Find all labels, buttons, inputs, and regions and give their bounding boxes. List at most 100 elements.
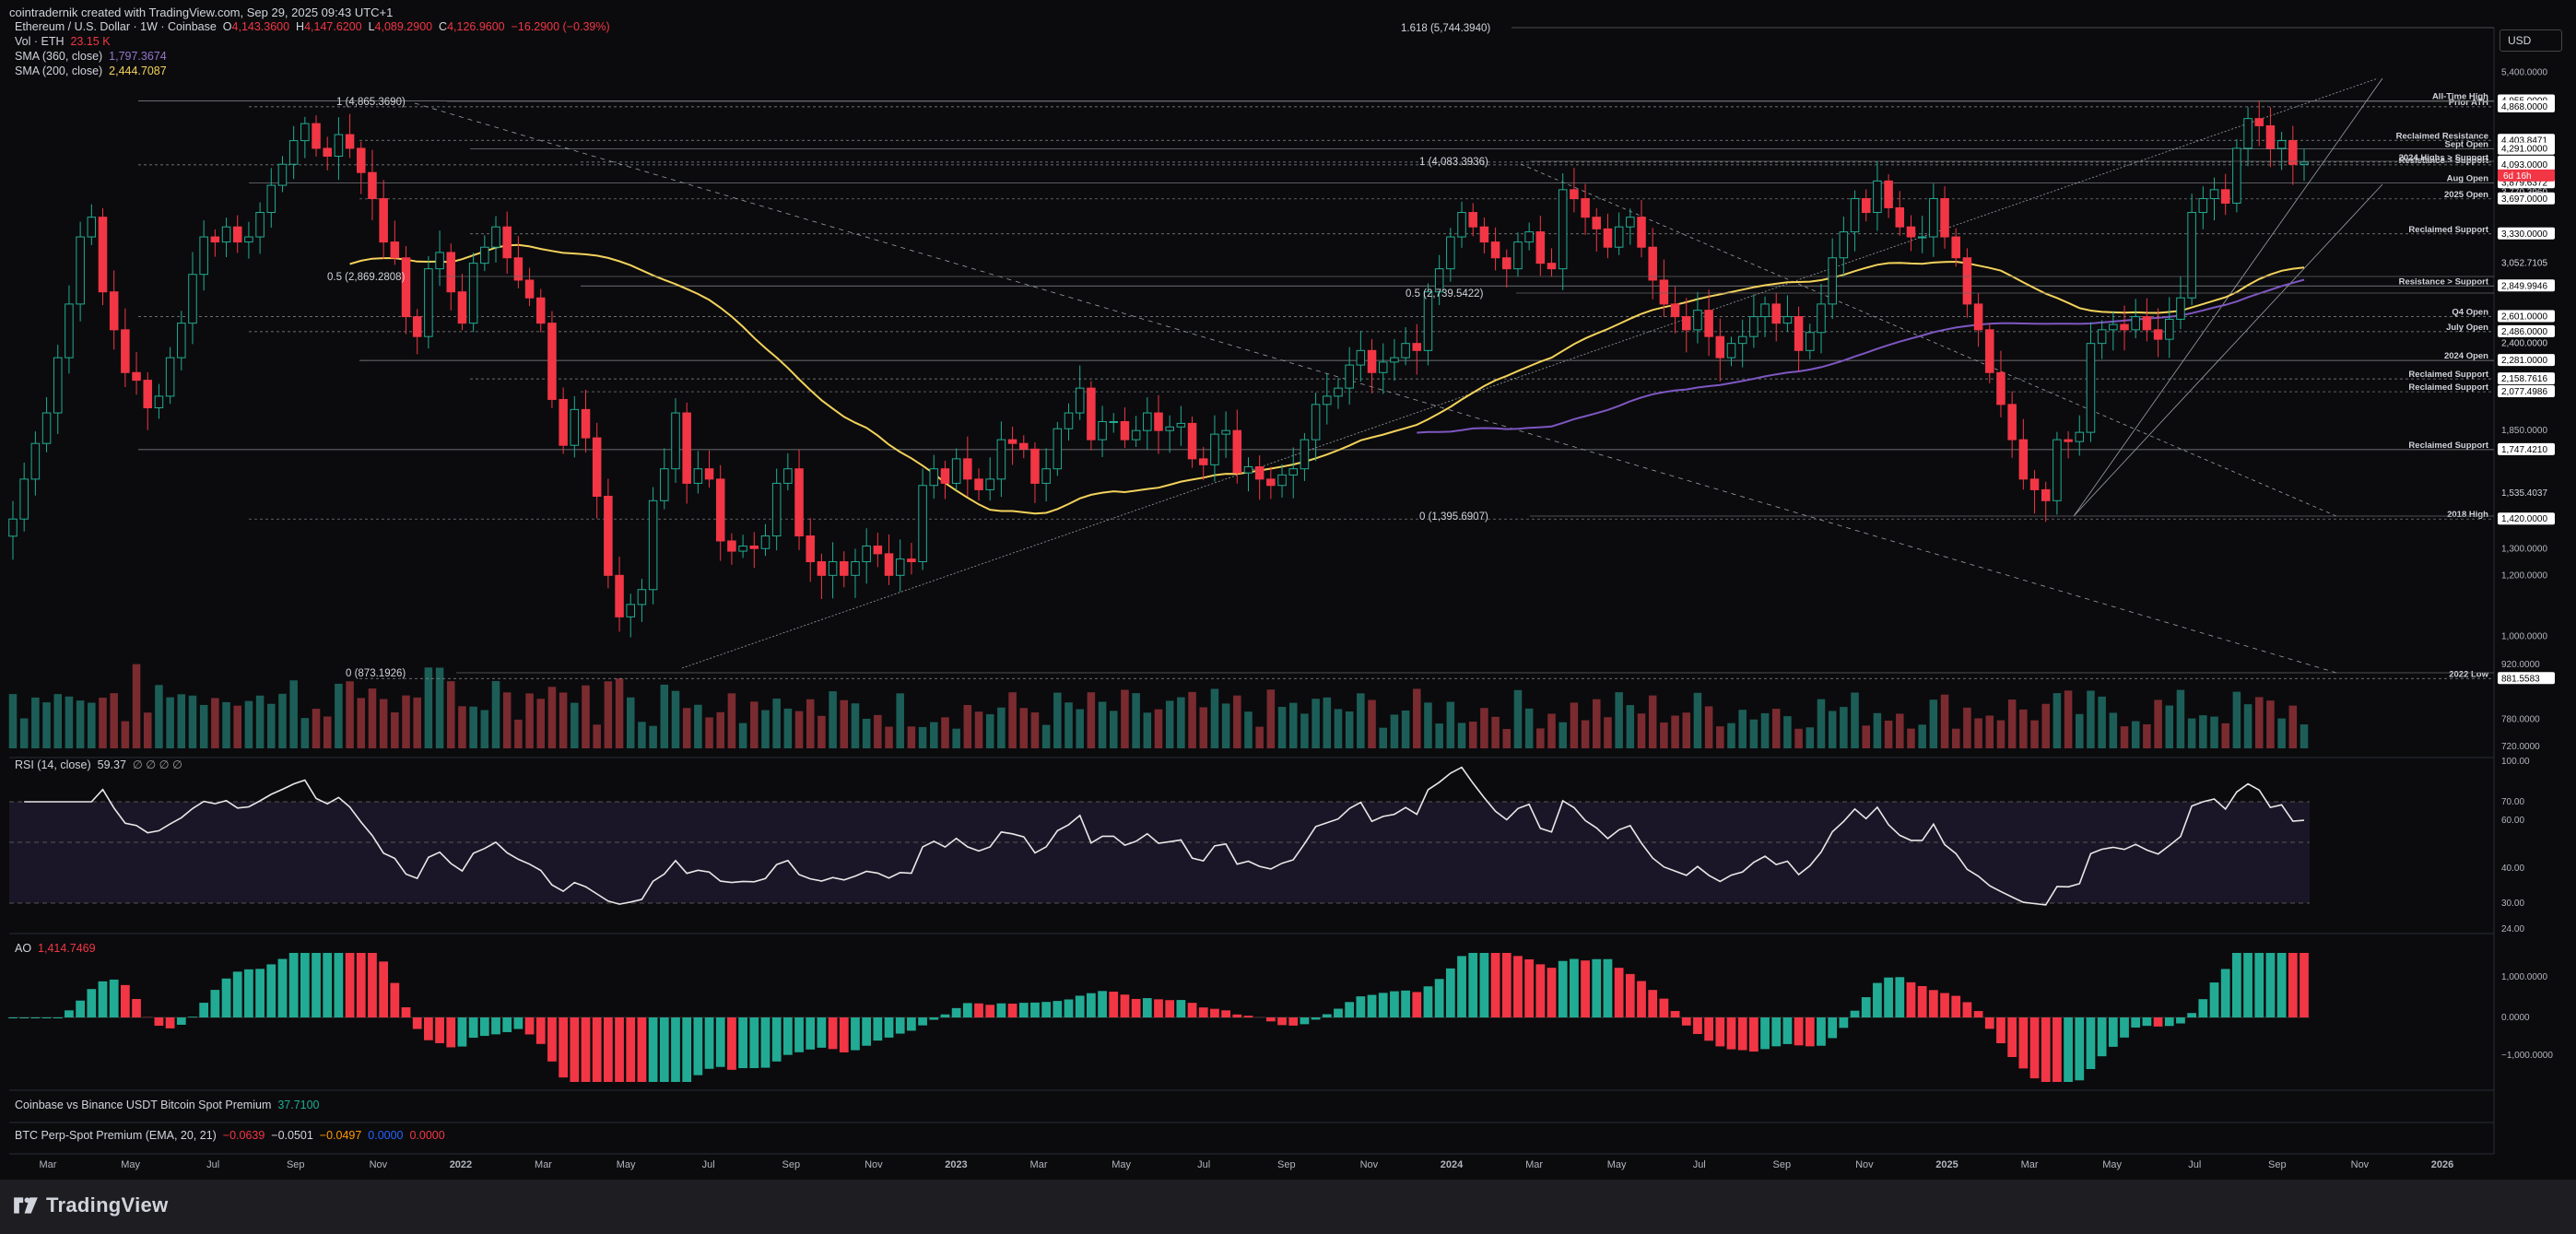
symbol-legend[interactable]: Ethereum / U.S. Dollar · 1W · Coinbase O… (15, 20, 610, 33)
ao-bar (1839, 1017, 1849, 1028)
ao-bar (637, 1017, 647, 1082)
time-axis-tick: Sep (2268, 1159, 2287, 1170)
volume-bar (907, 726, 916, 748)
volume-bar (1817, 699, 1826, 748)
ao-bar (862, 1017, 872, 1046)
candle-body (1603, 228, 1613, 248)
ao-bar (1524, 958, 1535, 1017)
level-label: Reclaimed Resistance (2396, 131, 2488, 141)
ao-bar (1782, 1017, 1793, 1044)
volume-bar (2030, 720, 2039, 748)
ao-bar (659, 1017, 669, 1082)
candle-body (2007, 404, 2017, 441)
tradingview-logo[interactable]: TradingView (13, 1193, 169, 1217)
perp-legend[interactable]: BTC Perp-Spot Premium (EMA, 20, 21) −0.0… (15, 1129, 445, 1142)
trend-line (414, 102, 2337, 674)
candle-body (604, 495, 613, 576)
time-axis-tick: Sep (1277, 1159, 1296, 1170)
volume-legend[interactable]: Vol · ETH 23.15 K (15, 35, 111, 48)
volume-bar (255, 695, 265, 748)
currency-selector[interactable]: USD (2500, 29, 2562, 52)
volume-bar (1199, 707, 1208, 748)
rsi-axis-tick: 70.00 (2501, 797, 2524, 807)
ao-bar (2064, 1017, 2073, 1082)
volume-bar (2098, 696, 2106, 748)
candle-body (1704, 310, 1713, 337)
price-tag: 3,052.7105 (2501, 258, 2547, 268)
candle-body (424, 268, 433, 337)
rsi-legend[interactable]: RSI (14, close) 59.37 ∅ ∅ ∅ ∅ (15, 758, 182, 771)
level-label: 2025 Open (2444, 190, 2488, 200)
volume-bar (772, 699, 781, 748)
volume-bar (1996, 720, 2006, 748)
ao-bar (1300, 1017, 1310, 1025)
ao-bar (907, 1017, 916, 1031)
countdown-label: 6d 16h (2503, 171, 2532, 182)
volume-bar (1547, 713, 1556, 748)
candle-body (177, 323, 186, 358)
volume-bar (1188, 691, 1196, 748)
candle-body (1771, 303, 1782, 324)
volume-bar (2277, 718, 2286, 748)
volume-bar (1401, 710, 1410, 748)
ao-bar (1760, 1017, 1770, 1050)
candle-body (1041, 468, 1051, 484)
ao-bar (547, 1017, 557, 1062)
volume-bar (1794, 728, 1803, 748)
candle-body (1547, 263, 1557, 270)
fib-label: 0.5 (2,869.2808) (327, 272, 406, 283)
candle-body (1131, 429, 1141, 441)
level-label: Q4 Open (2452, 307, 2488, 317)
volume-bar (1288, 702, 1298, 748)
premium-legend[interactable]: Coinbase vs Binance USDT Bitcoin Spot Pr… (15, 1099, 320, 1111)
volume-bar (1233, 695, 1241, 748)
candle-body (1007, 439, 1017, 444)
sma360-legend[interactable]: SMA (360, close) 1,797.3674 (15, 50, 167, 63)
volume-bar (1974, 718, 1982, 748)
ao-legend[interactable]: AO 1,414.7469 (15, 942, 96, 955)
level-label: Reclaimed Support (2408, 370, 2488, 380)
ao-bar (1187, 1003, 1197, 1017)
volume-bar (2199, 715, 2207, 748)
ao-bar (1547, 968, 1557, 1017)
ao-bar (232, 971, 242, 1017)
time-axis-tick: Nov (1855, 1159, 1874, 1170)
ao-bar (828, 1017, 838, 1050)
ao-label: AO (15, 942, 32, 955)
level-price-tag: 4,868.0000 (2501, 102, 2547, 112)
ao-bar (1345, 1002, 1355, 1017)
volume-bar (2131, 721, 2140, 748)
candle-body (1479, 226, 1489, 243)
candle-body (502, 226, 512, 259)
volume-bar (391, 712, 399, 748)
candle-body (749, 545, 759, 549)
candle-body (87, 217, 97, 238)
price-axis-tick: 1,200.0000 (2501, 570, 2547, 581)
candle-body (266, 184, 276, 214)
ao-bar (1098, 991, 1107, 1017)
volume-bar (42, 702, 51, 748)
ao-bar (2209, 982, 2219, 1017)
ao-bar (266, 964, 276, 1017)
candle-body (2198, 198, 2208, 214)
ao-bar (648, 1017, 658, 1082)
ao-bar (1367, 994, 1377, 1017)
close-label: C (439, 20, 448, 33)
ao-bar (1007, 1004, 1017, 1017)
ao-bar (1906, 981, 1916, 1017)
volume-bar (2076, 713, 2084, 748)
time-axis-tick: May (121, 1159, 140, 1170)
volume-bar (53, 694, 63, 748)
ao-bar (424, 1017, 433, 1040)
candle-body (794, 468, 804, 537)
volume-bar (593, 724, 601, 748)
volume-bar (2221, 723, 2229, 748)
candle-body (154, 395, 164, 409)
sma200-legend[interactable]: SMA (200, close) 2,444.7087 (15, 65, 167, 77)
candle-body (783, 468, 793, 484)
ao-bar (1176, 1000, 1186, 1017)
candle-body (682, 412, 691, 484)
ao-bar (2120, 1017, 2129, 1038)
ao-bar (592, 1017, 602, 1082)
